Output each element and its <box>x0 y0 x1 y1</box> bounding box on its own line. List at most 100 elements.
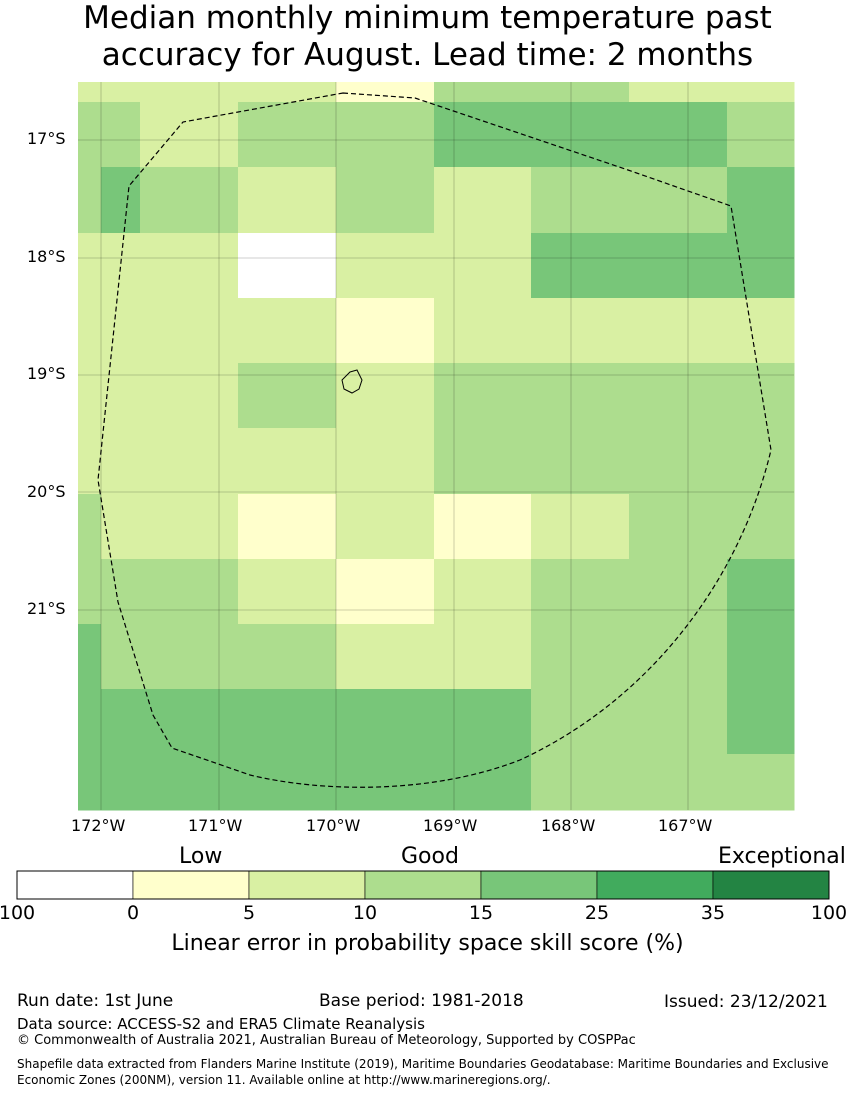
grid-cell <box>727 363 795 429</box>
lat-label-20s: 20°S <box>27 482 66 501</box>
grid-cell <box>78 624 102 690</box>
grid-cell <box>78 689 102 755</box>
grid-cell <box>78 233 102 299</box>
grid-cell <box>434 428 532 495</box>
grid-cell <box>78 167 102 234</box>
colorbar-category-exceptional: Exceptional <box>718 844 846 869</box>
grid-cell <box>336 298 435 364</box>
grid-cell <box>336 689 435 755</box>
shapefile-credit-2: Economic Zones (200NM), version 11. Avai… <box>17 1073 551 1087</box>
grid-cell <box>336 82 435 103</box>
colorbar-tick-3: 10 <box>352 902 378 924</box>
grid-cell <box>629 494 728 560</box>
grid-cell <box>336 233 435 299</box>
grid-cell <box>101 754 141 811</box>
grid-cell <box>629 167 728 234</box>
grid-cell <box>238 494 337 560</box>
grid-cell <box>727 298 795 364</box>
colorbar-segment <box>132 870 250 900</box>
lon-label-170w: 170°W <box>306 816 361 835</box>
grid-cell <box>101 233 141 299</box>
grid-cell <box>531 494 630 560</box>
grid-cell <box>238 689 337 755</box>
grid-cell <box>434 102 532 168</box>
grid-cell <box>238 82 337 103</box>
colorbar-tick-1: 0 <box>126 902 140 924</box>
grid-cell <box>434 559 532 625</box>
grid-cell <box>101 298 141 364</box>
grid-cell <box>727 494 795 560</box>
data-source: Data source: ACCESS-S2 and ERA5 Climate … <box>17 1015 425 1033</box>
grid-cell <box>78 559 102 625</box>
grid-cell <box>140 559 239 625</box>
grid-cell <box>140 624 239 690</box>
grid-cell <box>434 233 532 299</box>
colorbar-tick-5: 25 <box>584 902 610 924</box>
grid-cell <box>336 559 435 625</box>
grid-cell <box>78 82 102 103</box>
lat-label-17s: 17°S <box>27 129 66 148</box>
grid-cell <box>531 363 630 429</box>
grid-cell <box>336 494 435 560</box>
grid-cell <box>629 233 728 299</box>
grid-cell <box>101 167 141 234</box>
title-line-1: Median monthly minimum temperature past <box>83 0 772 36</box>
colorbar-category-good: Good <box>401 844 459 869</box>
lon-label-168w: 168°W <box>541 816 596 835</box>
grid-cell <box>78 428 102 495</box>
grid-cell <box>140 689 239 755</box>
colorbar-category-low: Low <box>179 844 223 869</box>
lon-label-171w: 171°W <box>188 816 243 835</box>
grid-cell <box>140 428 239 495</box>
run-date: Run date: 1st June <box>17 991 174 1011</box>
base-period: Base period: 1981-2018 <box>319 991 524 1011</box>
grid-cell <box>140 233 239 299</box>
issued-date: Issued: 23/12/2021 <box>664 992 828 1012</box>
grid-cell <box>629 428 728 495</box>
grid-cell <box>78 363 102 429</box>
grid-cell <box>101 689 141 755</box>
island-outline <box>341 369 363 394</box>
grid-cell <box>78 494 102 560</box>
lon-label-169w: 169°W <box>423 816 478 835</box>
grid-cell <box>336 102 435 168</box>
grid-cell <box>727 82 795 103</box>
grid-cell <box>140 102 239 168</box>
grid-cell <box>140 494 239 560</box>
grid-cell <box>434 754 532 811</box>
grid-cell <box>531 689 630 755</box>
grid-cell <box>336 167 435 234</box>
grid-cell <box>336 754 435 811</box>
grid-cell <box>727 167 795 234</box>
grid-cell <box>531 167 630 234</box>
grid-cell <box>629 298 728 364</box>
grid-cell <box>238 559 337 625</box>
grid-cell <box>336 428 435 495</box>
grid-cell <box>140 754 239 811</box>
grid-cell <box>101 82 141 103</box>
colorbar-segment <box>248 870 366 900</box>
colorbar-tick-4: 15 <box>468 902 494 924</box>
grid-cell <box>78 298 102 364</box>
colorbar-segment <box>480 870 598 900</box>
title-line-2: accuracy for August. Lead time: 2 months <box>101 37 754 73</box>
grid-cell <box>727 233 795 299</box>
grid-cell <box>434 298 532 364</box>
colorbar-segment <box>596 870 714 900</box>
grid-cell <box>238 624 337 690</box>
grid-cell <box>238 428 337 495</box>
grid-cell <box>434 363 532 429</box>
grid-cell <box>629 102 728 168</box>
grid-cell <box>531 102 630 168</box>
eez-boundary <box>97 92 772 788</box>
grid-cell <box>629 363 728 429</box>
grid-cell <box>629 689 728 755</box>
grid-cell <box>101 494 141 560</box>
skill-map <box>78 82 795 811</box>
lon-label-167w: 167°W <box>658 816 713 835</box>
grid-cell <box>727 102 795 168</box>
colorbar-tick-6: 35 <box>700 902 726 924</box>
grid-cell <box>238 363 337 429</box>
grid-cell <box>629 754 728 811</box>
grid-cell <box>78 102 102 168</box>
